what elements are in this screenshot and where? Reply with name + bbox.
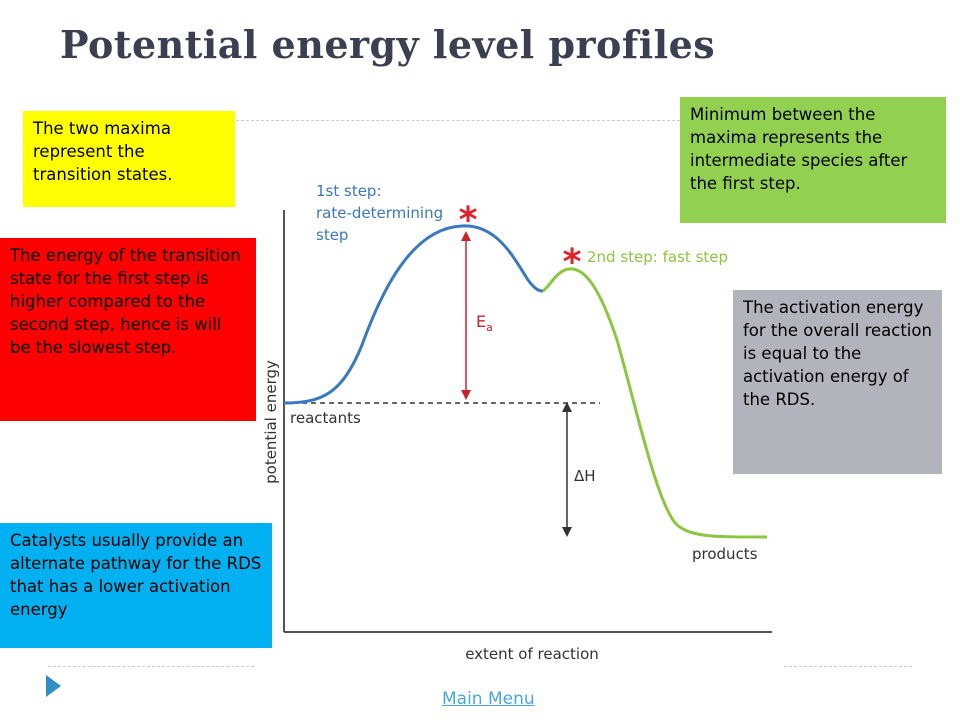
catalysts-callout: Catalysts usually provide an alternate p… [0,523,272,648]
transition-state-2-asterisk: * [563,242,582,283]
page-title: Potential energy level profiles [60,22,716,67]
intermediate-callout: Minimum between the maxima represents th… [680,97,946,223]
step1-label-line1: 1st step: [316,182,382,200]
enthalpy-change-label: ΔH [574,467,596,485]
step1-label-line2: rate-determining [316,204,443,222]
energy-profile-diagram: potential energy extent of reaction reac… [262,182,772,663]
bottom-divider-left [48,666,254,667]
next-slide-arrow-icon[interactable] [46,675,61,697]
reactants-label: reactants [290,409,361,427]
step2-label: 2nd step: fast step [587,248,728,266]
step2-curve [542,267,768,539]
first-step-energy-callout: The energy of the transition state for t… [0,238,256,421]
overall-activation-callout: The activation energy for the overall re… [733,290,942,474]
step1-curve [283,224,544,405]
step1-label-line3: step [316,226,348,244]
products-label: products [692,545,758,563]
transition-state-1-asterisk: * [459,200,478,241]
top-divider [236,120,680,121]
x-axis-label: extent of reaction [465,645,599,663]
activation-energy-label: Ea [476,312,493,334]
transition-states-callout: The two maxima represent the transition … [23,111,235,207]
y-axis-label: potential energy [262,360,280,484]
main-menu-link[interactable]: Main Menu [442,689,535,709]
bottom-divider-right [784,666,912,667]
